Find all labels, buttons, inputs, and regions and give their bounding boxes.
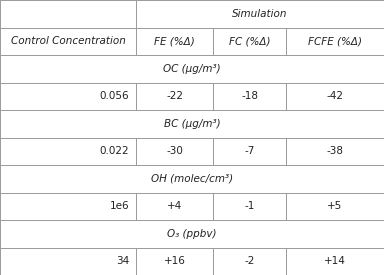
Text: BC (μg/m³): BC (μg/m³) <box>164 119 220 129</box>
Text: +5: +5 <box>328 201 343 211</box>
Text: +4: +4 <box>167 201 182 211</box>
Text: FC (%Δ): FC (%Δ) <box>229 36 270 46</box>
Text: Control Concentration: Control Concentration <box>11 36 126 46</box>
Text: +16: +16 <box>164 256 185 266</box>
Text: -22: -22 <box>166 91 183 101</box>
Text: Simulation: Simulation <box>232 9 288 19</box>
Text: O₃ (ppbv): O₃ (ppbv) <box>167 229 217 239</box>
Text: -38: -38 <box>326 146 344 156</box>
Text: FCFE (%Δ): FCFE (%Δ) <box>308 36 362 46</box>
Text: -2: -2 <box>244 256 255 266</box>
Text: 1e6: 1e6 <box>110 201 129 211</box>
Text: OH (molec/cm³): OH (molec/cm³) <box>151 174 233 184</box>
Text: 0.022: 0.022 <box>100 146 129 156</box>
Text: -42: -42 <box>326 91 344 101</box>
Text: -30: -30 <box>166 146 183 156</box>
Text: FE (%Δ): FE (%Δ) <box>154 36 195 46</box>
Text: 0.056: 0.056 <box>100 91 129 101</box>
Text: -18: -18 <box>241 91 258 101</box>
Text: -1: -1 <box>244 201 255 211</box>
Text: +14: +14 <box>324 256 346 266</box>
Text: OC (μg/m³): OC (μg/m³) <box>163 64 221 74</box>
Text: -7: -7 <box>244 146 255 156</box>
Text: 34: 34 <box>116 256 129 266</box>
